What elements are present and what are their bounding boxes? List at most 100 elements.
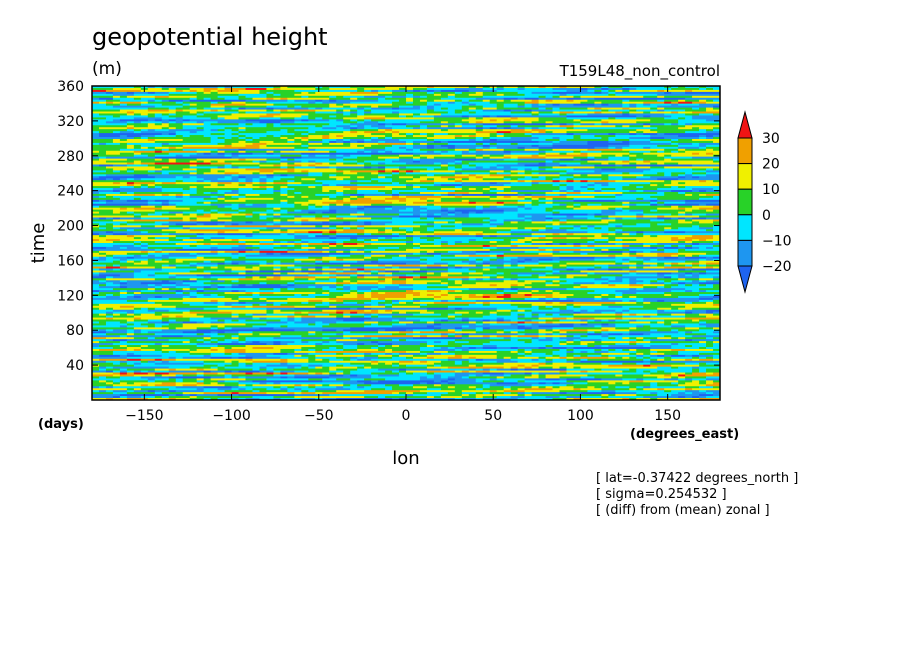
field-cell: [280, 123, 330, 126]
field-cell: [189, 166, 218, 169]
field-cell: [622, 299, 630, 303]
field-cell: [189, 227, 267, 230]
field-cell: [419, 311, 435, 315]
field-cell: [329, 176, 351, 179]
field-cell: [622, 313, 630, 317]
field-cell: [301, 170, 309, 173]
field-cell: [524, 284, 546, 287]
field-cell: [315, 193, 344, 197]
field-cell: [482, 268, 491, 271]
field-cell: [301, 182, 323, 185]
field-cell: [622, 207, 658, 211]
field-cell: [399, 321, 414, 324]
field-cell: [713, 311, 721, 315]
field-cell: [252, 303, 260, 307]
field-cell: [622, 160, 630, 163]
field-cell: [538, 237, 546, 240]
field-cell: [496, 127, 505, 130]
field-cell: [440, 97, 477, 101]
field-cell: [133, 323, 142, 326]
field-cell: [385, 146, 400, 150]
field-cell: [482, 262, 491, 265]
field-cell: [559, 176, 574, 179]
field-cell: [392, 107, 400, 110]
field-cell: [224, 237, 295, 240]
field-cell: [601, 154, 616, 158]
field-cell: [671, 150, 679, 154]
field-cell: [350, 282, 358, 285]
field-cell: [371, 294, 407, 297]
field-cell: [433, 178, 449, 181]
field-cell: [357, 111, 365, 114]
field-cell: [210, 272, 239, 275]
field-cell: [552, 294, 574, 297]
field-cell: [350, 154, 372, 158]
field-cell: [517, 117, 539, 120]
field-cell: [133, 117, 163, 120]
field-cell: [364, 119, 372, 122]
field-cell: [357, 301, 365, 305]
field-cell: [392, 101, 407, 105]
field-cell: [126, 178, 135, 181]
field-cell: [468, 89, 498, 93]
field-cell: [287, 325, 323, 328]
field-cell: [196, 95, 218, 99]
field-cell: [147, 109, 170, 112]
field-cell: [133, 295, 142, 299]
field-cell: [364, 248, 386, 252]
field-cell: [412, 237, 421, 240]
field-cell: [217, 199, 225, 203]
field-cell: [419, 244, 442, 248]
field-cell: [287, 129, 295, 132]
field-cell: [406, 123, 456, 126]
chart-units: (m): [92, 59, 122, 79]
field-cell: [622, 223, 637, 226]
field-cell: [573, 95, 581, 99]
field-cell: [622, 203, 630, 207]
field-cell: [657, 235, 693, 238]
field-cell: [510, 182, 532, 185]
field-cell: [210, 160, 218, 163]
field-cell: [189, 217, 198, 220]
field-cell: [196, 215, 212, 218]
field-cell: [175, 205, 218, 209]
field-cell: [399, 87, 407, 91]
field-cell: [566, 343, 581, 346]
field-cell: [678, 282, 686, 285]
field-cell: [92, 241, 114, 244]
field-cell: [308, 244, 330, 248]
field-cell: [412, 135, 428, 138]
field-cell: [433, 138, 470, 142]
field-cell: [524, 341, 532, 344]
field-cell: [105, 103, 121, 107]
field-cell: [531, 138, 546, 142]
field-cell: [92, 237, 135, 240]
field-cell: [678, 274, 686, 277]
field-cell: [112, 91, 128, 95]
field-cell: [482, 233, 512, 236]
field-cell: [126, 91, 135, 95]
field-cell: [699, 127, 714, 130]
field-cell: [210, 138, 225, 142]
field-cell: [671, 239, 693, 242]
field-cell: [112, 288, 149, 291]
field-cell: [357, 307, 372, 311]
field-cell: [399, 191, 421, 195]
field-cell: [496, 195, 505, 199]
field-cell: [357, 286, 379, 289]
field-cell: [217, 197, 225, 201]
field-cell: [392, 131, 400, 134]
field-cell: [385, 299, 393, 303]
field-cell: [503, 278, 512, 281]
field-cell: [475, 121, 484, 124]
field-cell: [608, 207, 616, 211]
field-cell: [496, 135, 505, 138]
field-cell: [92, 239, 100, 242]
field-cell: [706, 146, 721, 150]
field-cell: [245, 158, 267, 161]
field-cell: [112, 168, 128, 171]
field-cell: [140, 347, 212, 350]
field-cell: [482, 105, 498, 108]
field-cell: [378, 329, 386, 332]
field-cell: [650, 138, 672, 142]
